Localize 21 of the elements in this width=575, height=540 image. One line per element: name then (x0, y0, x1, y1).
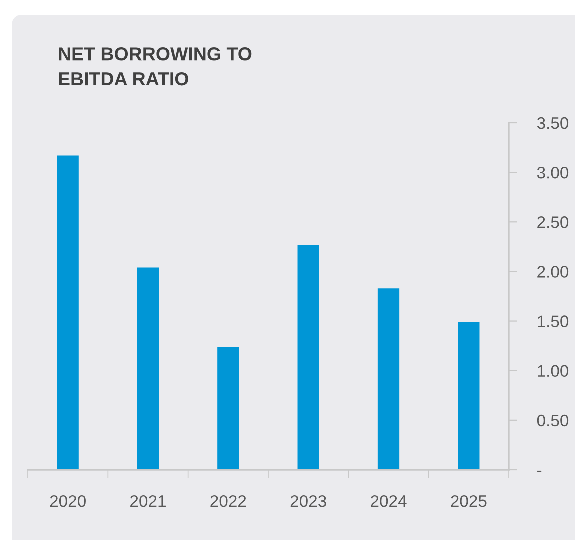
bar (458, 322, 480, 470)
x-tick-label: 2023 (290, 495, 326, 508)
x-tick-label: 2024 (371, 495, 407, 508)
y-tick-label: 1.00 (538, 365, 569, 378)
y-tick-label: 3.50 (537, 117, 569, 130)
x-tick-label: 2020 (50, 495, 86, 508)
x-tick-label: 2021 (130, 495, 166, 508)
bar (57, 156, 79, 470)
x-tick-label: 2022 (210, 495, 246, 508)
bar (298, 244, 320, 470)
chart-title: NET BORROWING TO EBITDA RATIO (59, 47, 252, 86)
bar (218, 347, 240, 470)
y-tick-label: 3.00 (537, 166, 569, 179)
bar (378, 288, 400, 470)
y-tick-label: - (538, 470, 542, 472)
y-tick-label: 1.50 (538, 316, 569, 328)
y-tick-label: 2.50 (538, 216, 569, 228)
y-tick-label: 0.50 (537, 414, 569, 427)
y-tick-label: 2.00 (538, 266, 569, 278)
bar (137, 268, 160, 470)
x-tick-label: 2025 (451, 495, 487, 508)
